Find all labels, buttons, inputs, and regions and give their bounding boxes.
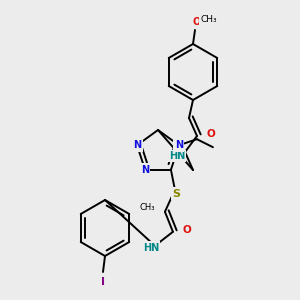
Text: O: O [193, 17, 201, 27]
Text: I: I [101, 277, 105, 287]
Text: CH₃: CH₃ [201, 14, 217, 23]
Text: HN: HN [169, 151, 185, 161]
Text: N: N [133, 140, 141, 150]
Text: CH₃: CH₃ [139, 203, 155, 212]
Text: O: O [183, 225, 191, 235]
Text: N: N [141, 165, 149, 175]
Text: N: N [175, 140, 183, 150]
Text: S: S [172, 189, 180, 199]
Text: O: O [207, 129, 215, 139]
Text: HN: HN [143, 243, 159, 253]
